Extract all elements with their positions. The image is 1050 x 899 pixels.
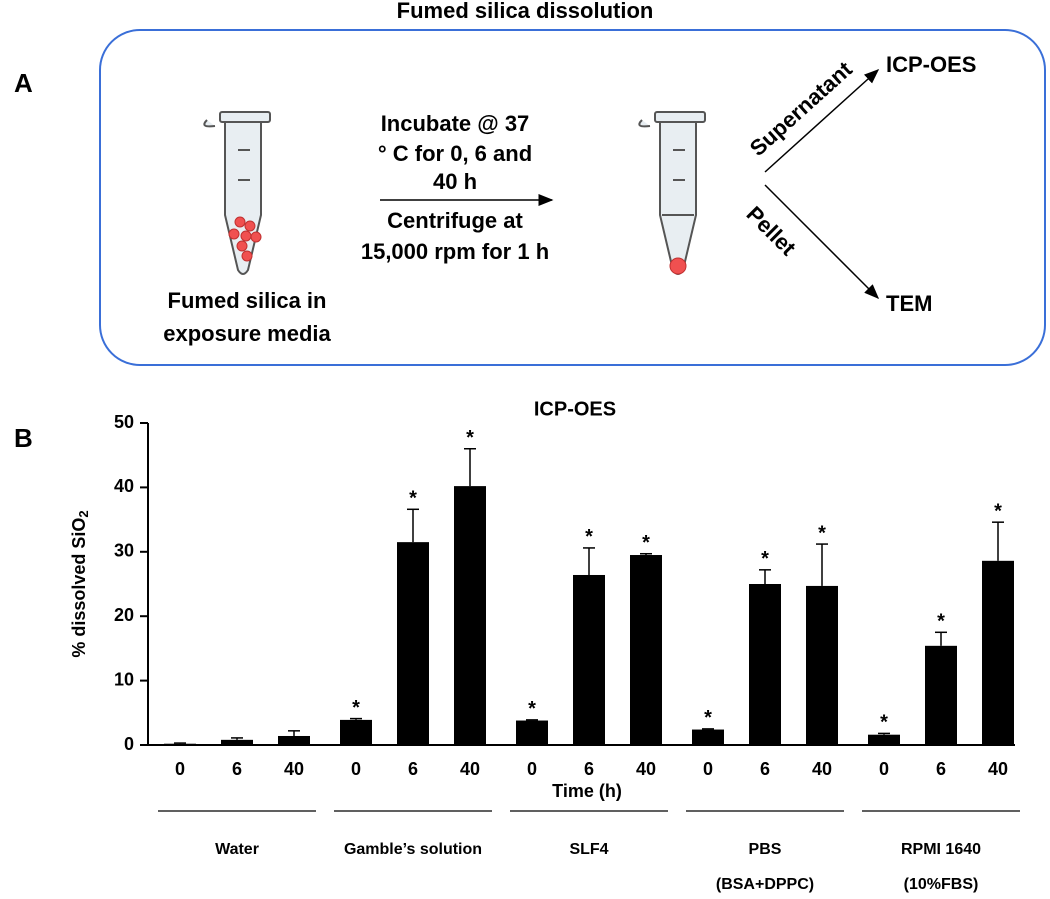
significance-mark: * — [409, 488, 417, 510]
x-tick-label: 6 — [232, 759, 242, 779]
target-label: TEM — [886, 291, 932, 316]
bar — [806, 585, 838, 745]
x-tick-label: 0 — [527, 759, 537, 779]
group-label: Gamble’s solution — [344, 841, 482, 858]
sample-label: exposure media — [163, 321, 331, 346]
tube — [203, 111, 271, 275]
branch-label: Pellet — [742, 201, 802, 261]
panel-label: B — [14, 423, 33, 453]
group-label: PBS — [749, 841, 782, 858]
chart-title: ICP-OES — [534, 398, 616, 420]
bar — [164, 743, 196, 745]
group-label: Water — [215, 841, 259, 858]
x-tick-label: 40 — [988, 759, 1008, 779]
x-tick-label: 0 — [175, 759, 185, 779]
x-tick-label: 0 — [351, 759, 361, 779]
significance-mark: * — [466, 427, 474, 449]
x-tick-label: 0 — [703, 759, 713, 779]
group-label: SLF4 — [569, 841, 608, 858]
diagram-frame — [99, 29, 1046, 366]
x-tick-label: 6 — [760, 759, 770, 779]
x-tick-label: 40 — [284, 759, 304, 779]
significance-mark: * — [994, 500, 1002, 522]
y-tick-label: 0 — [124, 734, 134, 754]
y-tick-label: 40 — [114, 476, 134, 496]
bar — [454, 486, 486, 745]
bar — [397, 542, 429, 745]
branch-label: Supernatant — [745, 56, 858, 161]
significance-mark: * — [818, 522, 826, 544]
group-label: (BSA+DPPC) — [716, 876, 814, 893]
y-tick-label: 20 — [114, 605, 134, 625]
step-label: 15,000 rpm for 1 h — [361, 239, 549, 264]
bar — [516, 720, 548, 745]
x-tick-label: 40 — [636, 759, 656, 779]
bar — [749, 584, 781, 745]
step-label: ° C for 0, 6 and — [378, 141, 532, 166]
significance-mark: * — [528, 698, 536, 720]
y-tick-label: 30 — [114, 541, 134, 561]
y-axis-label: % dissolved SiO2 — [69, 510, 92, 657]
bar — [692, 729, 724, 745]
x-tick-label: 40 — [460, 759, 480, 779]
bar — [221, 739, 253, 745]
significance-mark: * — [585, 526, 593, 548]
bar — [925, 645, 957, 745]
tube — [638, 111, 706, 275]
significance-mark: * — [880, 712, 888, 734]
x-tick-label: 6 — [408, 759, 418, 779]
x-axis-label: Time (h) — [552, 781, 622, 801]
significance-mark: * — [761, 548, 769, 570]
step-label: Incubate @ 37 — [381, 111, 530, 136]
x-tick-label: 40 — [812, 759, 832, 779]
arrow — [380, 68, 880, 300]
x-tick-label: 0 — [879, 759, 889, 779]
significance-mark: * — [352, 697, 360, 719]
step-label: 40 h — [433, 169, 477, 194]
x-tick-label: 6 — [936, 759, 946, 779]
bar — [630, 555, 662, 745]
y-tick-label: 10 — [114, 669, 134, 689]
x-tick-label: 6 — [584, 759, 594, 779]
target-label: ICP-OES — [886, 52, 976, 77]
group-label: (10%FBS) — [904, 876, 979, 893]
bar — [868, 734, 900, 745]
significance-mark: * — [642, 532, 650, 554]
group-label: RPMI 1640 — [901, 841, 981, 858]
bar — [573, 574, 605, 745]
figure-title: Fumed silica dissolution — [397, 0, 654, 23]
step-label: Centrifuge at — [387, 208, 523, 233]
bar — [340, 719, 372, 745]
y-tick-label: 50 — [114, 412, 134, 432]
panel-label: A — [14, 68, 33, 98]
bar — [982, 560, 1014, 745]
significance-mark: * — [937, 611, 945, 633]
bar — [278, 735, 310, 745]
significance-mark: * — [704, 707, 712, 729]
sample-label: Fumed silica in — [168, 288, 327, 313]
